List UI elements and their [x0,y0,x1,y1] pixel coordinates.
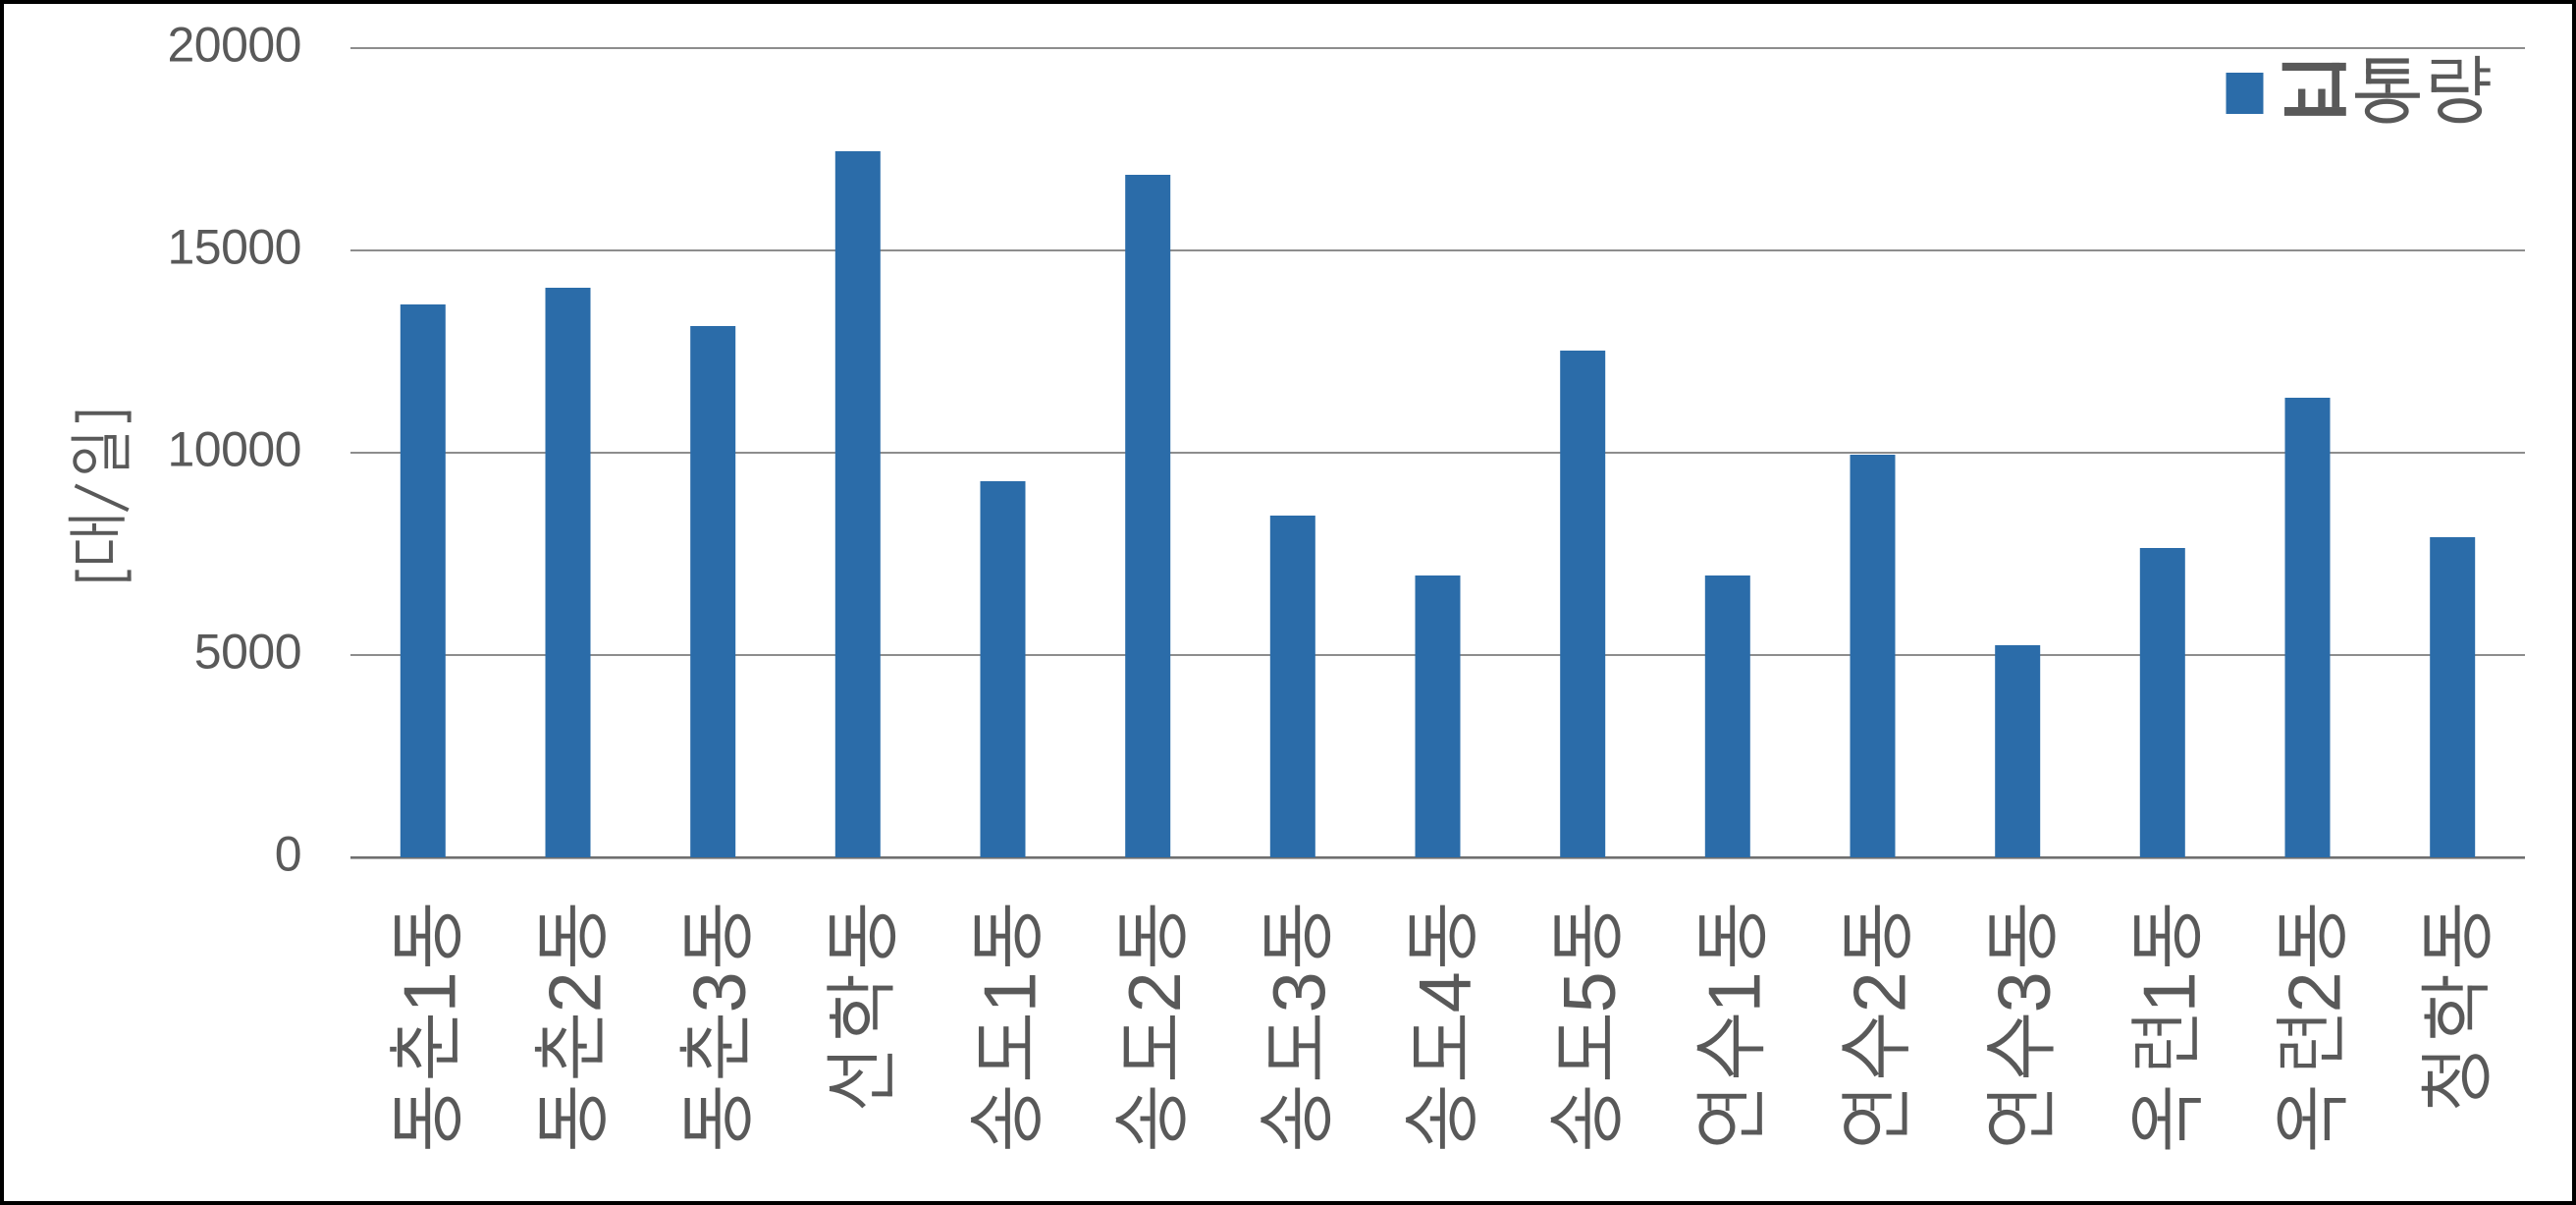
svg-text:1: 1 [390,971,472,1013]
svg-text:20000: 20000 [167,18,301,73]
svg-text:2: 2 [2274,971,2356,1013]
svg-text:1: 1 [969,971,1051,1013]
svg-text:10000: 10000 [167,422,301,477]
svg-text:15000: 15000 [167,220,301,275]
svg-text:2: 2 [1114,971,1197,1013]
svg-text:2: 2 [1839,971,1921,1013]
svg-text:4: 4 [1404,971,1486,1013]
svg-text:1: 1 [2129,971,2212,1013]
svg-text:0: 0 [275,827,301,882]
svg-text:3: 3 [1260,971,1342,1013]
svg-text:5000: 5000 [194,625,301,680]
svg-text:5: 5 [1549,971,1632,1013]
svg-text:1: 1 [1694,971,1777,1013]
svg-text:2: 2 [534,971,617,1013]
svg-text:3: 3 [1984,971,2066,1013]
svg-text:3: 3 [679,971,762,1013]
